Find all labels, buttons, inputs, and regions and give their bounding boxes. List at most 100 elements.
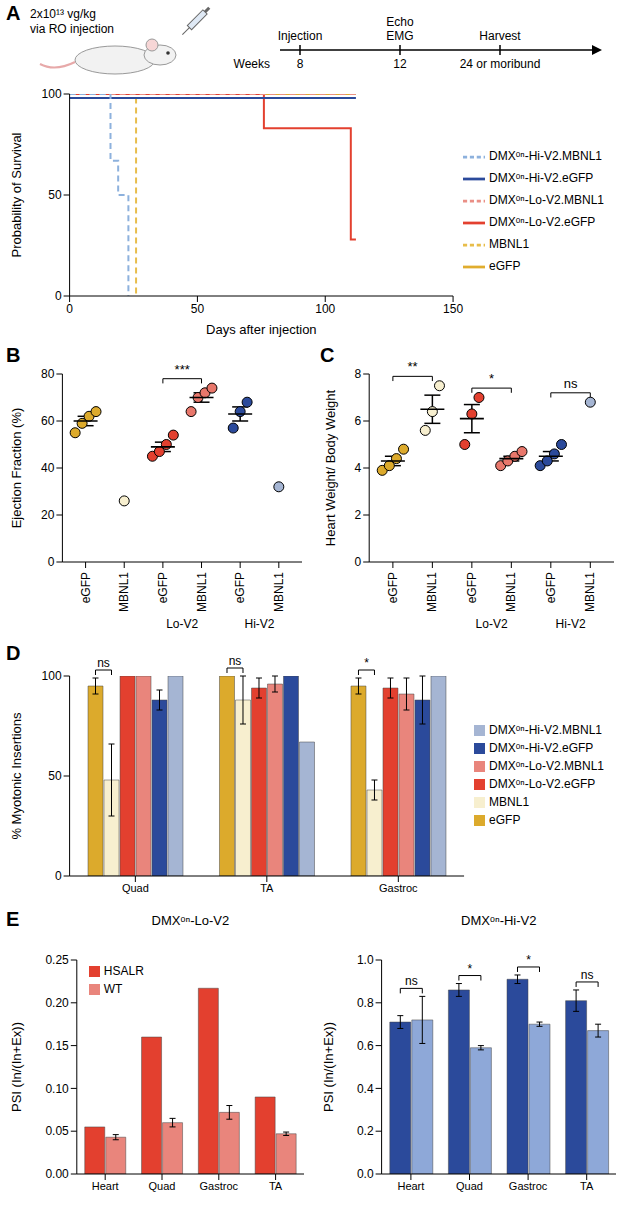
- svg-text:Quad: Quad: [456, 1180, 483, 1192]
- svg-text:**: **: [408, 359, 418, 374]
- html-text:C: C: [320, 344, 335, 366]
- svg-text:Quad: Quad: [149, 1180, 176, 1192]
- svg-text:Weeks: Weeks: [234, 57, 270, 71]
- html-text:% Myotonic Insertions: % Myotonic Insertions: [8, 712, 24, 840]
- html-text:PSI (In/(In+Ex)): PSI (In/(In+Ex)): [320, 1022, 336, 1112]
- html-text:eGFP: eGFP: [489, 259, 521, 274]
- html-text:PSI (In/(In+Ex)): PSI (In/(In+Ex)): [8, 1022, 24, 1112]
- svg-text:0: 0: [55, 869, 62, 883]
- svg-text:TA: TA: [580, 1180, 594, 1192]
- svg-text:MBNL1: MBNL1: [425, 572, 439, 612]
- svg-text:Gastroc: Gastroc: [509, 1180, 548, 1192]
- svg-text:0.2: 0.2: [357, 1124, 374, 1138]
- svg-text:0.10: 0.10: [45, 1082, 69, 1096]
- svg-text:0.00: 0.00: [45, 1167, 69, 1181]
- svg-text:50: 50: [48, 769, 62, 783]
- svg-text:0: 0: [355, 555, 362, 569]
- svg-text:MBNL1: MBNL1: [195, 572, 209, 612]
- svg-text:Gastroc: Gastroc: [200, 1180, 239, 1192]
- svg-text:Quad: Quad: [122, 882, 149, 894]
- svg-text:Hi-V2: Hi-V2: [244, 617, 274, 631]
- svg-text:0: 0: [48, 555, 55, 569]
- svg-text:8: 8: [297, 57, 304, 71]
- html-text:DMXᵒⁿ-Hi-V2.MBNL1: DMXᵒⁿ-Hi-V2.MBNL1: [489, 723, 602, 737]
- svg-text:*: *: [489, 371, 494, 386]
- svg-text:100: 100: [315, 302, 335, 316]
- svg-text:eGFP: eGFP: [544, 572, 558, 603]
- svg-text:EMG: EMG: [386, 29, 413, 43]
- svg-text:Heart: Heart: [397, 1180, 424, 1192]
- svg-text:150: 150: [443, 302, 463, 316]
- svg-text:*: *: [468, 962, 473, 976]
- svg-text:ns: ns: [564, 376, 578, 391]
- svg-text:via RO injection: via RO injection: [30, 22, 114, 36]
- html-text:DMXᵒⁿ-Hi-V2: DMXᵒⁿ-Hi-V2: [461, 913, 537, 928]
- svg-text:*: *: [364, 656, 369, 670]
- svg-text:12: 12: [393, 57, 407, 71]
- svg-text:Days after injection: Days after injection: [206, 322, 317, 337]
- html-text:DMXᵒⁿ-Hi-V2.MBNL1: DMXᵒⁿ-Hi-V2.MBNL1: [489, 149, 602, 164]
- svg-text:24 or moribund: 24 or moribund: [460, 57, 541, 71]
- svg-text:eGFP: eGFP: [156, 572, 170, 603]
- html-text:DMXᵒⁿ-Lo-V2: DMXᵒⁿ-Lo-V2: [151, 913, 230, 928]
- svg-text:ns: ns: [405, 974, 418, 988]
- svg-text:0.05: 0.05: [45, 1124, 69, 1138]
- svg-text:Gastroc: Gastroc: [379, 882, 418, 894]
- html-text:DMXᵒⁿ-Lo-V2.MBNL1: DMXᵒⁿ-Lo-V2.MBNL1: [489, 193, 604, 208]
- svg-text:0.15: 0.15: [45, 1039, 69, 1053]
- svg-text:0.6: 0.6: [357, 1039, 374, 1053]
- html-text:Probability of Survival: Probability of Survival: [8, 132, 24, 258]
- svg-text:4: 4: [355, 461, 362, 475]
- svg-text:60: 60: [41, 414, 55, 428]
- svg-text:100: 100: [42, 87, 62, 101]
- svg-text:0: 0: [55, 289, 62, 303]
- svg-text:40: 40: [41, 461, 55, 475]
- svg-text:TA: TA: [260, 882, 274, 894]
- svg-text:2: 2: [355, 508, 362, 522]
- html-text:DMXᵒⁿ-Hi-V2.eGFP: DMXᵒⁿ-Hi-V2.eGFP: [489, 171, 594, 186]
- svg-text:TA: TA: [269, 1180, 283, 1192]
- svg-text:Hi-V2: Hi-V2: [556, 617, 586, 631]
- svg-text:6: 6: [355, 414, 362, 428]
- svg-text:0.0: 0.0: [357, 1167, 374, 1181]
- svg-text:ns: ns: [229, 654, 242, 668]
- svg-text:Injection: Injection: [278, 29, 323, 43]
- svg-text:***: ***: [175, 362, 190, 377]
- svg-text:50: 50: [48, 188, 62, 202]
- svg-text:Echo: Echo: [386, 15, 414, 29]
- svg-text:eGFP: eGFP: [233, 572, 247, 603]
- svg-text:0.20: 0.20: [45, 996, 69, 1010]
- svg-text:eGFP: eGFP: [386, 572, 400, 603]
- svg-text:MBNL1: MBNL1: [583, 572, 597, 612]
- svg-text:0.25: 0.25: [45, 953, 69, 967]
- svg-text:0: 0: [66, 302, 73, 316]
- svg-text:100: 100: [42, 669, 62, 683]
- svg-text:80: 80: [41, 367, 55, 381]
- svg-text:2x10¹³ vg/kg: 2x10¹³ vg/kg: [30, 7, 96, 21]
- svg-text:1.0: 1.0: [357, 953, 374, 967]
- svg-text:MBNL1: MBNL1: [117, 572, 131, 612]
- svg-text:50: 50: [191, 302, 205, 316]
- svg-text:0.8: 0.8: [357, 996, 374, 1010]
- svg-text:MBNL1: MBNL1: [272, 572, 286, 612]
- svg-text:*: *: [526, 953, 531, 967]
- html-text:DMXᵒⁿ-Lo-V2.eGFP: DMXᵒⁿ-Lo-V2.eGFP: [489, 215, 596, 230]
- svg-text:ns: ns: [581, 968, 594, 982]
- html-text:B: B: [6, 344, 21, 366]
- html-text:MBNL1: MBNL1: [489, 237, 530, 252]
- svg-text:eGFP: eGFP: [79, 572, 93, 603]
- svg-text:Harvest: Harvest: [479, 29, 521, 43]
- html-text:A: A: [6, 2, 21, 24]
- svg-text:ns: ns: [97, 656, 110, 670]
- svg-text:Heart: Heart: [92, 1180, 119, 1192]
- svg-text:8: 8: [355, 367, 362, 381]
- html-text:Ejection Fraction (%): Ejection Fraction (%): [8, 407, 24, 529]
- svg-text:MBNL1: MBNL1: [504, 572, 518, 612]
- svg-text:Lo-V2: Lo-V2: [166, 617, 198, 631]
- svg-text:eGFP: eGFP: [465, 572, 479, 603]
- html-text:Heart Weight/ Body Weight: Heart Weight/ Body Weight: [322, 389, 338, 547]
- svg-text:Lo-V2: Lo-V2: [476, 617, 508, 631]
- svg-text:0.4: 0.4: [357, 1082, 374, 1096]
- html-text:D: D: [6, 642, 21, 664]
- svg-text:20: 20: [41, 508, 55, 522]
